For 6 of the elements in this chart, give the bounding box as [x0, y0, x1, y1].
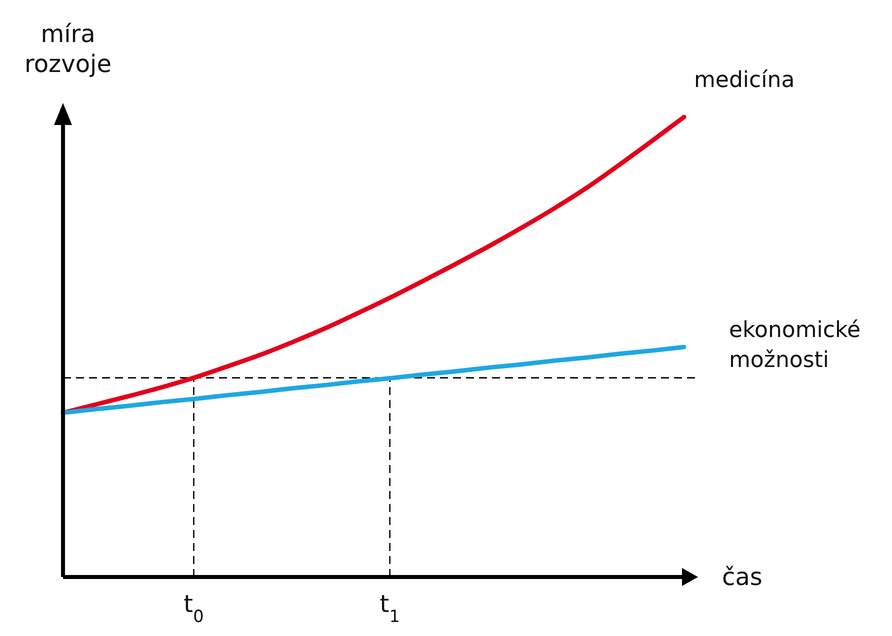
x-tick-label: t$_{0}$: [184, 590, 204, 626]
series-label: medicína: [694, 68, 795, 93]
y-axis-title: míra rozvoje: [24, 20, 112, 78]
x-tick-label: t$_{1}$: [380, 590, 400, 626]
text: ekonomické možnosti: [729, 318, 860, 373]
x-axis-title: čas: [722, 563, 762, 591]
